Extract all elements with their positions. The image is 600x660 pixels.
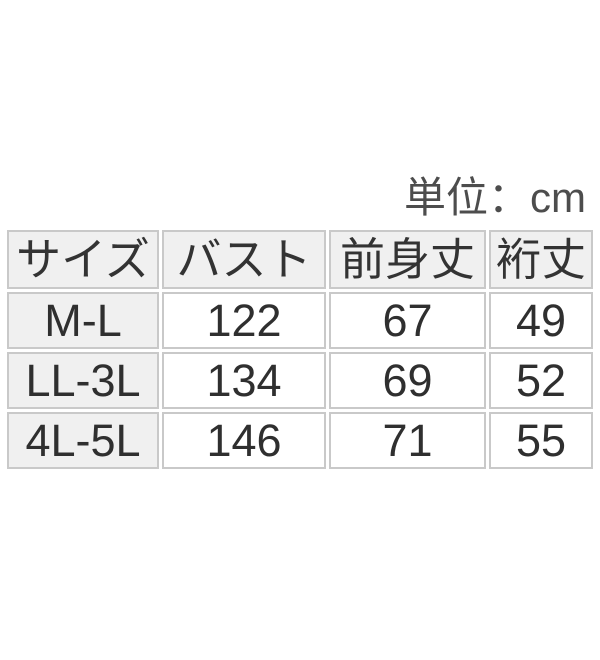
front-length-value-cell: 71: [329, 412, 486, 470]
sleeve-length-value-cell: 52: [489, 352, 593, 410]
bust-value-cell: 146: [162, 412, 326, 470]
front-length-value-cell: 69: [329, 352, 486, 410]
bust-value-cell: 134: [162, 352, 326, 410]
column-header-front-length: 前身丈: [329, 230, 486, 290]
size-cell: M-L: [7, 292, 159, 350]
bust-value-cell: 122: [162, 292, 326, 350]
column-header-sleeve-length: 裄丈: [489, 230, 593, 290]
size-table: サイズ バスト 前身丈 裄丈 M-L 122 67 49 LL-3L 134 6…: [4, 227, 596, 472]
table-row: M-L 122 67 49: [7, 292, 593, 350]
header-row: サイズ バスト 前身丈 裄丈: [7, 230, 593, 290]
size-cell: LL-3L: [7, 352, 159, 410]
table-row: LL-3L 134 69 52: [7, 352, 593, 410]
sleeve-length-value-cell: 55: [489, 412, 593, 470]
size-cell: 4L-5L: [7, 412, 159, 470]
unit-label: 単位：cm: [404, 174, 586, 221]
column-header-bust: バスト: [162, 230, 326, 290]
column-header-size: サイズ: [7, 230, 159, 290]
sleeve-length-value-cell: 49: [489, 292, 593, 350]
table-row: 4L-5L 146 71 55: [7, 412, 593, 470]
front-length-value-cell: 67: [329, 292, 486, 350]
